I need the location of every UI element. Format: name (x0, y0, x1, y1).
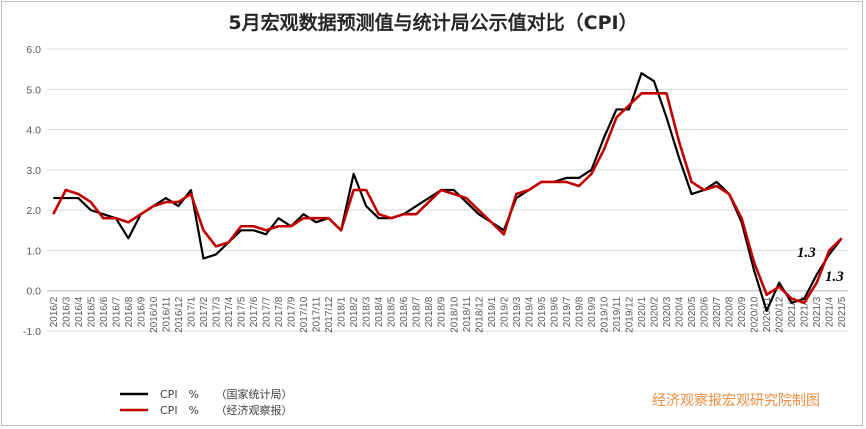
x-tick-label: 2016/6 (99, 296, 110, 327)
x-tick-label: 2017/7 (262, 296, 273, 327)
x-tick-label: 2016/11 (161, 296, 172, 332)
x-tick-label: 2019/9 (587, 296, 598, 327)
x-tick-label: 2017/6 (249, 296, 260, 327)
x-tick-label: 2018/11 (462, 296, 473, 332)
x-tick-label: 2020/11 (762, 296, 773, 332)
x-tick-label: 2018/6 (399, 296, 410, 327)
x-tick-label: 2017/11 (312, 296, 323, 332)
x-tick-label: 2016/8 (124, 296, 135, 327)
x-tick-label: 2016/12 (174, 296, 185, 333)
x-tick-label: 2017/12 (324, 296, 335, 333)
x-tick-label: 2016/5 (86, 296, 97, 327)
x-tick-label: 2018/7 (412, 296, 423, 327)
y-tick-label: -1.0 (23, 326, 41, 338)
chart-title: 5月宏观数据预测值与统计局公示值对比（CPI） (228, 11, 637, 34)
y-tick-label: 5.0 (26, 84, 41, 96)
x-tick-label: 2021/1 (787, 296, 798, 327)
x-tick-label: 2020/5 (687, 296, 698, 327)
x-tick-label: 2017/1 (186, 296, 197, 327)
x-tick-label: 2021/4 (825, 296, 836, 327)
x-tick-label: 2017/3 (211, 296, 222, 327)
x-tick-label: 2020/8 (725, 296, 736, 327)
x-tick-label: 2019/5 (537, 296, 548, 327)
x-tick-label: 2016/2 (49, 296, 60, 327)
x-tick-label: 2021/5 (837, 296, 848, 327)
x-tick-label: 2018/12 (474, 296, 485, 333)
x-tick-label: 2017/10 (299, 296, 310, 333)
y-tick-label: 2.0 (26, 205, 41, 217)
y-tick-label: 3.0 (26, 165, 41, 177)
x-tick-label: 2016/3 (61, 296, 72, 327)
x-tick-label: 2020/1 (637, 296, 648, 327)
x-tick-label: 2016/4 (74, 296, 85, 327)
x-tick-label: 2019/7 (562, 296, 573, 327)
x-tick-label: 2016/7 (111, 296, 122, 327)
watermark-credit: 经济观察报宏观研究院制图 (652, 392, 820, 409)
annotation-label-nbs: 1.3 (797, 245, 816, 261)
x-tick-label: 2020/2 (650, 296, 661, 327)
legend-label-nbs: CPI % （国家统计局） (160, 387, 293, 401)
x-tick-label: 2021/2 (800, 296, 811, 327)
x-tick-label: 2019/10 (599, 296, 610, 333)
x-tick-label: 2020/4 (675, 296, 686, 327)
x-tick-label: 2018/2 (349, 296, 360, 327)
y-tick-label: 0.0 (26, 286, 41, 298)
x-tick-label: 2018/1 (337, 296, 348, 327)
x-tick-label: 2019/2 (499, 296, 510, 327)
y-tick-label: 1.0 (26, 245, 41, 257)
y-tick-label: 6.0 (26, 44, 41, 56)
x-tick-label: 2019/6 (549, 296, 560, 327)
x-tick-label: 2018/3 (362, 296, 373, 327)
x-tick-label: 2019/1 (487, 296, 498, 327)
x-tick-label: 2020/9 (737, 296, 748, 327)
x-tick-label: 2018/5 (387, 296, 398, 327)
x-tick-label: 2019/4 (524, 296, 535, 327)
x-tick-label: 2017/2 (199, 296, 210, 327)
x-tick-label: 2017/4 (224, 296, 235, 327)
x-tick-label: 2016/9 (136, 296, 147, 327)
x-tick-label: 2021/3 (812, 296, 823, 327)
annotation-label-eeo: 1.3 (825, 269, 844, 285)
x-tick-label: 2018/4 (374, 296, 385, 327)
x-tick-label: 2016/10 (149, 296, 160, 333)
x-tick-label: 2020/12 (775, 296, 786, 333)
legend: CPI % （国家统计局） CPI % （经济观察报） (120, 387, 293, 417)
x-tick-label: 2019/3 (512, 296, 523, 327)
series-line-eeo (52, 92, 843, 305)
x-tick-label: 2018/8 (424, 296, 435, 327)
x-tick-label: 2019/12 (624, 296, 635, 333)
x-tick-label: 2020/6 (700, 296, 711, 327)
x-tick-label: 2020/10 (750, 296, 761, 333)
x-tick-label: 2020/3 (662, 296, 673, 327)
x-tick-label: 2018/10 (449, 296, 460, 333)
x-tick-label: 2019/8 (574, 296, 585, 327)
x-tick-label: 2017/9 (287, 296, 298, 327)
y-tick-label: 4.0 (26, 125, 41, 137)
x-tick-label: 2018/9 (437, 296, 448, 327)
x-tick-label: 2017/8 (274, 296, 285, 327)
x-tick-label: 2017/5 (236, 296, 247, 327)
x-tick-label: 2019/11 (612, 296, 623, 332)
legend-label-eeo: CPI % （经济观察报） (160, 403, 293, 417)
x-tick-label: 2020/7 (712, 296, 723, 327)
